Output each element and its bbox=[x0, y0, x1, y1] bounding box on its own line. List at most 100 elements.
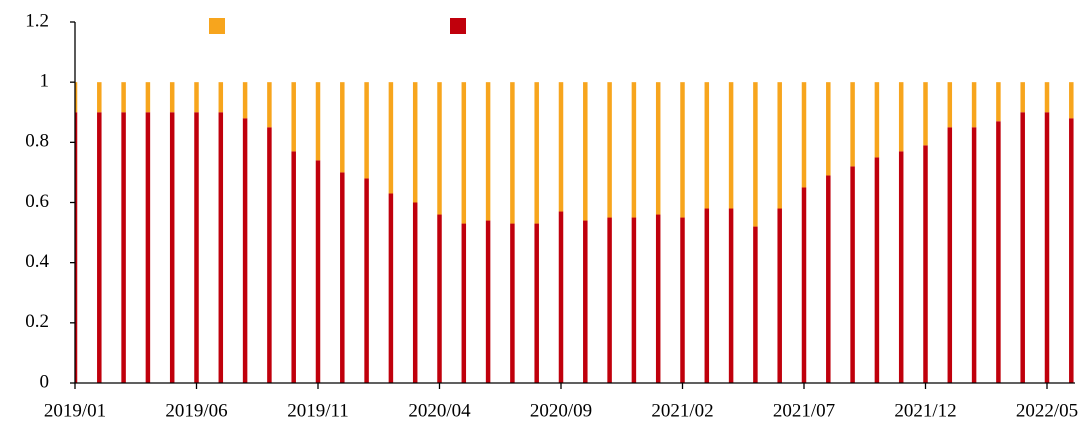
bar-segment bbox=[388, 193, 394, 383]
bar-segment bbox=[412, 82, 418, 203]
bar-segment bbox=[267, 82, 272, 128]
x-tick-label: 2020/04 bbox=[408, 400, 471, 421]
y-tick-label: 0.8 bbox=[25, 131, 49, 152]
bar-segment bbox=[315, 82, 321, 161]
bar-segment bbox=[728, 82, 734, 209]
bar-segment bbox=[485, 82, 491, 221]
bar-segment bbox=[242, 82, 248, 119]
bar-segment bbox=[777, 208, 782, 383]
bar-segment bbox=[947, 127, 953, 384]
bar-segment bbox=[267, 127, 272, 384]
bar-segment bbox=[607, 82, 612, 218]
bar-segment bbox=[291, 82, 296, 152]
x-tick-label: 2021/07 bbox=[773, 400, 835, 421]
bar-segment bbox=[218, 82, 224, 113]
bar-segment bbox=[704, 208, 710, 383]
y-tick-label: 0.2 bbox=[25, 311, 49, 332]
bar-segment bbox=[923, 145, 928, 383]
bar-segment bbox=[923, 82, 928, 146]
bar-segment bbox=[704, 82, 710, 209]
x-tick-label: 2019/11 bbox=[287, 400, 349, 421]
bar-segment bbox=[898, 151, 904, 383]
bar-segment bbox=[437, 214, 442, 383]
bar-segment bbox=[874, 157, 880, 383]
bar-segment bbox=[242, 118, 248, 384]
bar-segment bbox=[412, 202, 418, 383]
bar-segment bbox=[121, 112, 126, 383]
legend-swatch bbox=[209, 18, 225, 34]
bar-segment bbox=[996, 121, 1001, 384]
x-tick-label: 2022/05 bbox=[1016, 400, 1078, 421]
bar-segment bbox=[1044, 112, 1050, 383]
bar-segment bbox=[461, 82, 467, 224]
bar-segment bbox=[850, 82, 855, 167]
bar-segment bbox=[169, 82, 175, 113]
bar-segment bbox=[97, 112, 102, 383]
bar-segment bbox=[1020, 112, 1025, 383]
bar-segment bbox=[1044, 82, 1050, 113]
bar-segment bbox=[364, 82, 369, 179]
y-tick-label: 0.4 bbox=[25, 251, 49, 272]
y-tick-label: 1 bbox=[40, 71, 50, 92]
bar-segment bbox=[315, 160, 321, 383]
y-tick-label: 0 bbox=[40, 371, 50, 392]
bar-segment bbox=[801, 187, 807, 383]
bar-segment bbox=[898, 82, 904, 152]
bar-segment bbox=[680, 82, 685, 218]
bar-segment bbox=[971, 127, 977, 384]
bar-segment bbox=[510, 223, 515, 383]
y-tick-label: 1.2 bbox=[25, 10, 49, 31]
bar-segment bbox=[607, 217, 612, 383]
bar-segment bbox=[364, 178, 369, 383]
x-tick-label: 2021/02 bbox=[651, 400, 713, 421]
bar-segment bbox=[340, 172, 345, 383]
bar-segment bbox=[121, 82, 126, 113]
bar-segment bbox=[753, 226, 758, 383]
bar-segment bbox=[194, 82, 199, 113]
bar-segment bbox=[437, 82, 442, 215]
bar-segment bbox=[534, 223, 539, 383]
x-tick-label: 2019/01 bbox=[44, 400, 106, 421]
bar-segment bbox=[826, 82, 831, 176]
bar-segment bbox=[218, 112, 224, 383]
bar-segment bbox=[777, 82, 782, 209]
bar-segment bbox=[753, 82, 758, 227]
bar-segment bbox=[631, 217, 637, 383]
bar-segment bbox=[1069, 82, 1074, 119]
bar-segment bbox=[97, 82, 102, 113]
y-tick-label: 0.6 bbox=[25, 191, 49, 212]
bar-segment bbox=[801, 82, 807, 188]
bar-segment bbox=[680, 217, 685, 383]
bar-segment bbox=[728, 208, 734, 383]
bar-segment bbox=[583, 82, 588, 221]
legend-swatch bbox=[450, 18, 466, 34]
bar-segment bbox=[461, 223, 467, 383]
bar-segment bbox=[75, 82, 78, 113]
bar-segment bbox=[1069, 118, 1074, 384]
bar-segment bbox=[145, 82, 151, 113]
x-tick-label: 2020/09 bbox=[530, 400, 592, 421]
bar-segment bbox=[534, 82, 539, 224]
bar-segment bbox=[485, 220, 491, 383]
bar-segment bbox=[826, 175, 831, 383]
bar-segment bbox=[850, 166, 855, 383]
bar-segment bbox=[655, 82, 661, 215]
bar-segment bbox=[947, 82, 953, 128]
bar-segment bbox=[194, 112, 199, 383]
bar-segment bbox=[558, 82, 564, 212]
bar-segment bbox=[388, 82, 394, 194]
bar-segment bbox=[655, 214, 661, 383]
bar-segment bbox=[558, 211, 564, 383]
bar-segment bbox=[145, 112, 151, 383]
bar-segment bbox=[971, 82, 977, 128]
bar-segment bbox=[874, 82, 880, 158]
x-tick-label: 2021/12 bbox=[894, 400, 956, 421]
bar-segment bbox=[291, 151, 296, 383]
bar-segment bbox=[583, 220, 588, 383]
bar-segment bbox=[75, 112, 78, 383]
x-tick-label: 2019/06 bbox=[165, 400, 227, 421]
bar-segment bbox=[1020, 82, 1025, 113]
bar-segment bbox=[510, 82, 515, 224]
bar-segment bbox=[169, 112, 175, 383]
